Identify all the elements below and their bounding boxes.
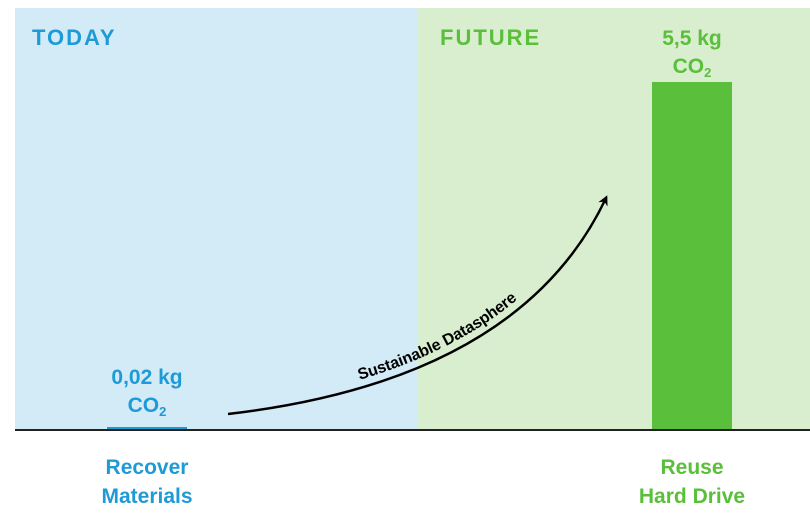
value-label-recover-materials: 0,02 kg (111, 366, 182, 389)
category-label-hard-drive: Hard Drive (639, 485, 745, 508)
today-panel-background (15, 8, 418, 430)
unit-label-reuse-hard-drive: CO2 (673, 55, 712, 80)
bar-reuse-hard-drive (652, 82, 732, 430)
unit-label-recover-materials: CO2 (128, 394, 167, 419)
future-panel-label: FUTURE (440, 25, 541, 50)
category-label-reuse: Reuse (660, 456, 723, 479)
bar-recover-materials (107, 427, 187, 430)
today-panel-label: TODAY (32, 25, 117, 50)
future-panel-background (418, 8, 810, 430)
category-label-recover: Recover (106, 456, 189, 479)
category-label-materials: Materials (101, 485, 192, 508)
value-label-reuse-hard-drive: 5,5 kg (662, 27, 722, 50)
